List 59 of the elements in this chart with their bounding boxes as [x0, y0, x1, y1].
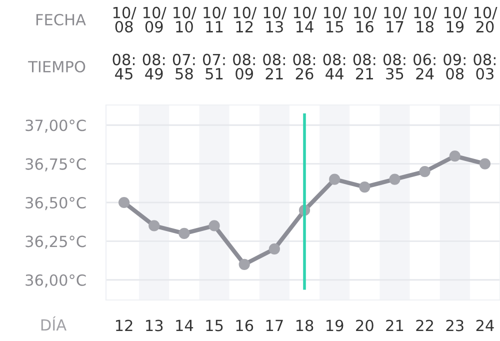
text: 08: 21	[263, 54, 285, 80]
y-tick-label: 36,75°C	[26, 158, 86, 172]
text: 10/ 20	[474, 6, 498, 33]
text: 08: 26	[293, 54, 316, 80]
y-tick-label: 36,50°C	[26, 196, 86, 210]
text: 10/ 18	[414, 6, 438, 33]
text: 10/ 14	[294, 6, 317, 32]
point	[238, 258, 250, 270]
text: 08: 03	[474, 54, 496, 80]
x-tick-label: 17	[266, 320, 283, 332]
point	[268, 243, 280, 254]
text: 07: 58	[172, 54, 195, 80]
x-tick-label: 19	[326, 320, 344, 332]
x-tick-label: 14	[176, 320, 194, 332]
point	[419, 166, 430, 178]
x-tick-label: 21	[386, 320, 404, 332]
point	[118, 196, 130, 208]
text: 10/ 08	[113, 6, 136, 33]
text: 08: 21	[353, 54, 376, 80]
text: 08: 45	[112, 54, 135, 80]
x-tick-label: 15	[206, 320, 223, 332]
x-tick-label: 16	[236, 320, 254, 332]
point	[479, 158, 491, 170]
text: FECHA	[36, 14, 86, 26]
text: 10/ 13	[264, 6, 287, 33]
y-tick-label: 37,00°C	[26, 120, 86, 133]
text: 10/ 16	[354, 6, 377, 33]
point	[208, 220, 220, 232]
text: 10/ 12	[234, 6, 257, 32]
text: 08: 35	[383, 54, 406, 80]
text: 06: 24	[414, 54, 436, 80]
x-tick-label: 20	[356, 320, 374, 332]
x-tick-label: 13	[146, 320, 163, 332]
point	[148, 220, 160, 232]
x-axis-title: DÍA	[41, 316, 66, 331]
x-tick-label: 22	[416, 320, 433, 332]
point	[359, 181, 370, 193]
text: 08: 44	[323, 54, 346, 80]
point	[449, 150, 460, 162]
text: 10/ 09	[144, 6, 166, 33]
text: 10/ 19	[444, 6, 468, 33]
y-tick-label: 36,00°C	[26, 274, 86, 288]
x-tick-label: 23	[446, 320, 464, 332]
text: TIEMPO	[28, 60, 86, 72]
text: 08: 49	[142, 54, 165, 80]
point	[329, 174, 340, 185]
x-tick-label: 18	[296, 320, 314, 332]
text: 10/ 11	[204, 6, 227, 32]
text: 10/ 10	[174, 6, 196, 33]
point	[178, 228, 190, 240]
text: 07: 51	[202, 54, 225, 80]
text: 09: 08	[444, 54, 466, 80]
x-tick-label: 12	[116, 320, 132, 332]
text: 10/ 17	[384, 6, 408, 32]
text: 08: 09	[233, 54, 255, 80]
text: 10/ 15	[324, 6, 347, 33]
point	[389, 174, 400, 185]
y-tick-label: 36,25°C	[26, 236, 86, 249]
x-tick-label: 24	[476, 320, 494, 332]
